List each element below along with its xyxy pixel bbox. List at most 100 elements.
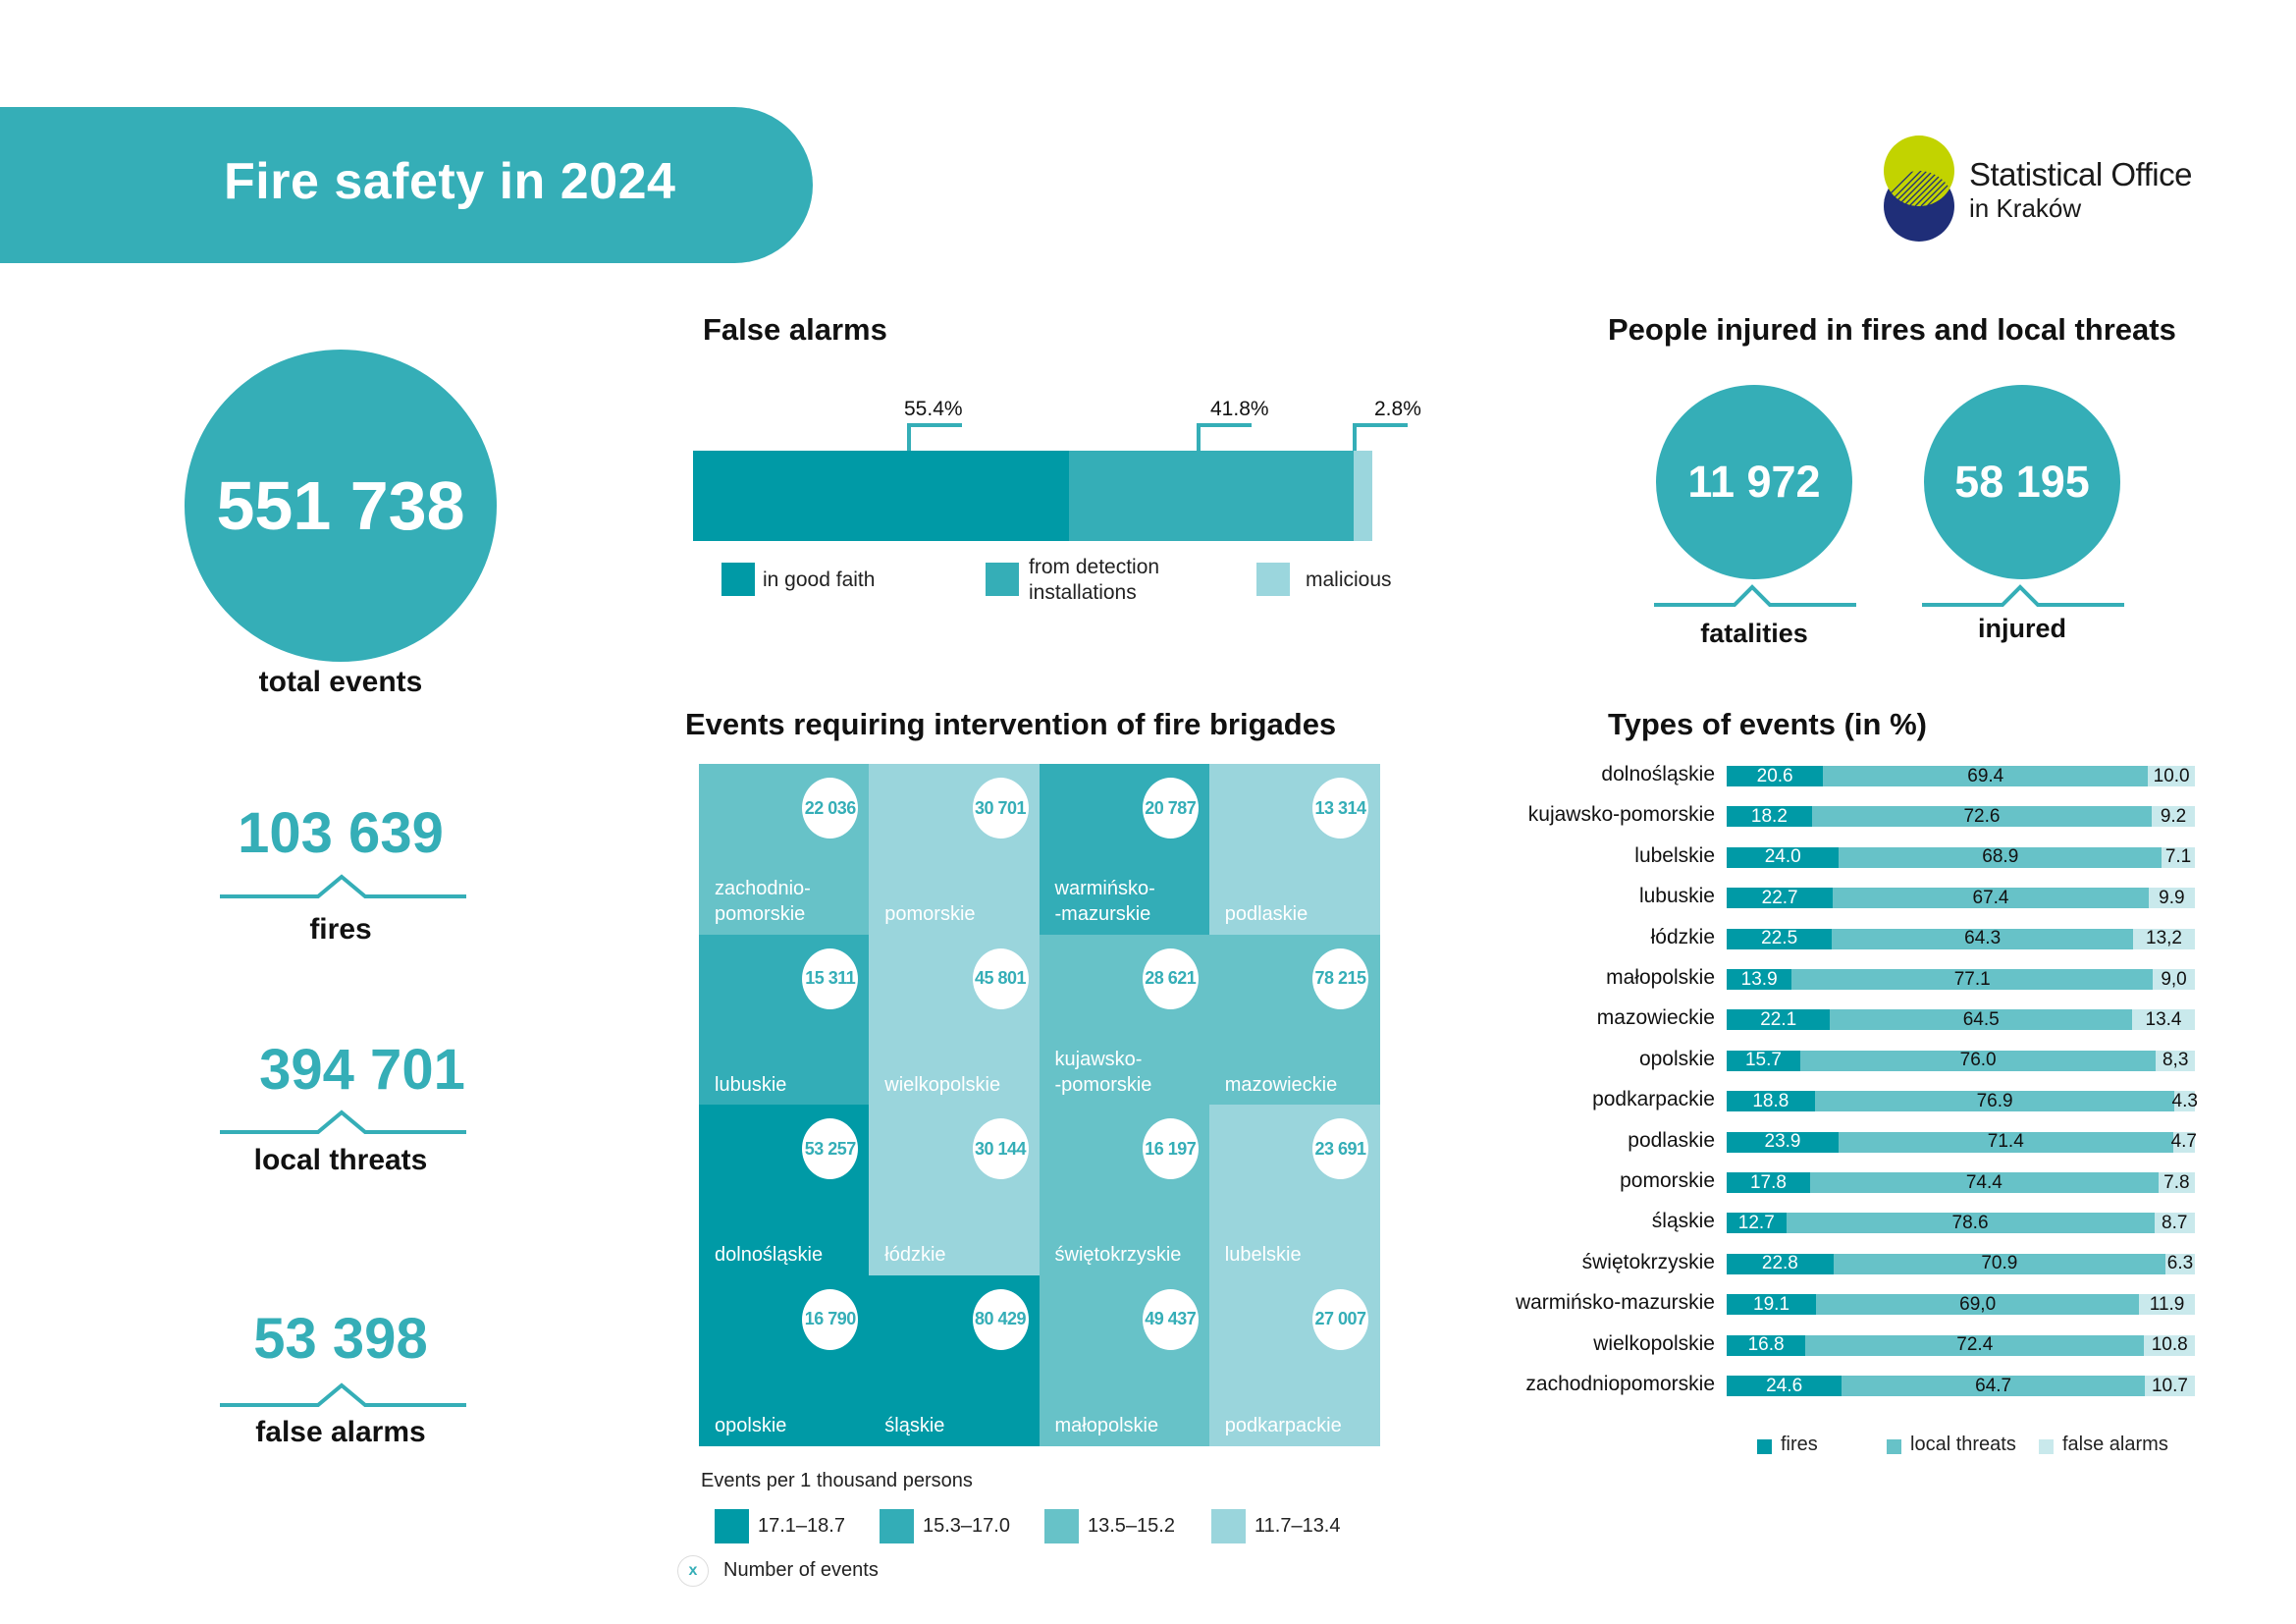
fa-pct-label-0: 55.4% — [904, 398, 963, 420]
types-segment-false-alarms: 10.8 — [2144, 1334, 2195, 1356]
tile-region-name: warmińsko- -mazurskie — [1054, 878, 1155, 925]
types-of-events-title: Types of events (in %) — [1608, 707, 1927, 741]
fires-pointer-line — [220, 874, 466, 898]
types-segment-fires: 12.7 — [1727, 1213, 1787, 1234]
legend-label-in-good-faith: in good faith — [763, 568, 876, 591]
fatalities-pointer-line — [1654, 584, 1856, 607]
injured-value: 58 195 — [1954, 457, 2090, 507]
tile-event-count: 13 314 — [1312, 778, 1368, 839]
page-title: Fire safety in 2024 — [224, 153, 676, 210]
types-segment-local-threats: 77.1 — [1791, 969, 2154, 990]
types-segment-false-alarms: 9,0 — [2153, 969, 2195, 990]
tile-pomorskie: 30 701 pomorskie — [869, 764, 1040, 935]
types-segment-local-threats: 69,0 — [1816, 1294, 2140, 1316]
false-alarms-leader-0 — [907, 423, 962, 452]
types-category-label: lubelskie — [1634, 843, 1715, 867]
types-category-label: lubuskie — [1638, 885, 1715, 908]
tile-mazowieckie: 78 215 mazowieckie — [1208, 934, 1380, 1106]
types-category-label: pomorskie — [1620, 1169, 1715, 1192]
types-segment-fires: 22.7 — [1727, 888, 1834, 909]
types-bar-row: 22.8 70.9 6.3 — [1727, 1253, 2195, 1274]
types-category-label: warmińsko-mazurskie — [1515, 1291, 1715, 1315]
false-alarms-leader-2 — [1353, 423, 1408, 452]
logo-text-line1: Statistical Office — [1969, 156, 2192, 192]
types-legend-label-false-alarms: false alarms — [2062, 1434, 2168, 1455]
title-banner — [0, 107, 813, 263]
tile-legend-swatch-3 — [1211, 1509, 1246, 1543]
types-category-label: małopolskie — [1606, 966, 1715, 989]
types-segment-local-threats: 76.0 — [1799, 1050, 2157, 1071]
tile-opolskie: 16 790 opolskie — [699, 1274, 870, 1446]
false-alarms-segment-0 — [693, 451, 1070, 541]
local-threats-label: local threats — [253, 1144, 428, 1176]
types-bar-row: 19.1 69,0 11.9 — [1727, 1294, 2195, 1316]
tile-region-name: małopolskie — [1054, 1414, 1159, 1436]
types-bar-row: 20.6 69.4 10.0 — [1727, 766, 2195, 786]
types-segment-fires: 23.9 — [1727, 1131, 1839, 1153]
false-alarms-pointer-line — [220, 1382, 466, 1407]
types-segment-local-threats: 68.9 — [1839, 846, 2163, 868]
types-segment-false-alarms: 11.9 — [2139, 1294, 2195, 1316]
legend-swatch-in-good-faith — [721, 563, 755, 596]
types-category-label: dolnośląskie — [1601, 763, 1715, 785]
types-segment-fires: 17.8 — [1727, 1172, 1810, 1193]
types-of-events-chart: dolnośląskie 20.6 69.4 10.0 kujawsko-pomorsk… — [1472, 763, 2218, 1414]
types-bar-row: 22.7 67.4 9.9 — [1727, 888, 2195, 909]
tile-region-name: pomorskie — [884, 903, 976, 925]
tile-podlaskie: 13 314 podlaskie — [1208, 764, 1380, 935]
types-segment-local-threats: 76.9 — [1814, 1091, 2175, 1112]
types-segment-fires: 22.5 — [1727, 928, 1833, 949]
types-segment-false-alarms: 13,2 — [2133, 928, 2195, 949]
injured-label: injured — [1977, 614, 2066, 643]
total-events-label: total events — [258, 666, 423, 698]
tile-legend-swatch-0 — [715, 1509, 749, 1543]
tile-region-name: lubuskie — [715, 1073, 787, 1096]
false-alarms-segment-1 — [1069, 451, 1354, 541]
tile-legend-swatch-2 — [1044, 1509, 1079, 1543]
types-segment-false-alarms: 13.4 — [2132, 1009, 2195, 1031]
fa-pct-label-2: 2.8% — [1374, 398, 1421, 420]
tile-legend-swatch-1 — [880, 1509, 914, 1543]
legend-swatch-malicious — [1256, 563, 1290, 596]
tile-śląskie: 80 429 śląskie — [869, 1274, 1040, 1446]
tile-event-count: 28 621 — [1142, 947, 1199, 1009]
types-segment-false-alarms: 7.8 — [2158, 1172, 2195, 1193]
types-segment-false-alarms: 8,3 — [2156, 1050, 2195, 1071]
legend-swatch-detection — [986, 563, 1019, 596]
tile-event-count: 80 429 — [972, 1288, 1029, 1350]
tile-lubuskie: 15 311 lubuskie — [699, 934, 870, 1106]
tile-zachodniopomorskie: 22 036 zachodnio- pomorskie — [699, 764, 870, 935]
tile-event-count: 78 215 — [1312, 947, 1368, 1009]
false-alarms-leader-lines — [907, 423, 1408, 452]
logo-text-line2: in Kraków — [1969, 193, 2082, 223]
types-bar-row: 16.8 72.4 10.8 — [1727, 1334, 2195, 1356]
types-bar-row: 12.7 78.6 8.7 — [1727, 1213, 2195, 1234]
false-alarms-segment-2 — [1353, 451, 1372, 541]
tile-map-legend-title: Events per 1 thousand persons — [701, 1470, 973, 1491]
types-segment-false-alarms: 4.3 — [2171, 1090, 2198, 1112]
tile-region-name: opolskie — [715, 1414, 787, 1436]
local-threats-pointer-line — [220, 1110, 466, 1134]
types-segment-false-alarms: 9.9 — [2148, 888, 2195, 909]
tile-region-name: dolnośląskie — [715, 1244, 824, 1266]
tile-region-name: lubelskie — [1224, 1244, 1302, 1266]
false-alarms-leader-1 — [1197, 423, 1252, 452]
statistical-office-logo-icon — [1884, 135, 1954, 242]
types-segment-local-threats: 72.6 — [1811, 806, 2153, 828]
types-category-label: łódzkie — [1650, 925, 1715, 948]
types-segment-false-alarms: 4.7 — [2170, 1131, 2197, 1153]
tile-kujawskopomorskie: 28 621 kujawsko- -pomorskie — [1039, 934, 1210, 1106]
fires-value: 103 639 — [238, 801, 444, 865]
tile-legend-label-2: 13.5–15.2 — [1088, 1515, 1175, 1537]
tile-legend-label-1: 15.3–17.0 — [923, 1515, 1010, 1537]
types-legend-label-local-threats: local threats — [1910, 1434, 2016, 1455]
tile-event-count: 30 144 — [972, 1118, 1029, 1179]
tile-event-count: 22 036 — [802, 778, 859, 839]
types-segment-fires: 24.6 — [1727, 1376, 1842, 1396]
tile-region-name: podkarpackie — [1224, 1414, 1342, 1436]
types-category-label: kujawsko-pomorskie — [1527, 803, 1715, 827]
fatalities-label: fatalities — [1700, 619, 1808, 648]
types-segment-fires: 22.8 — [1727, 1253, 1834, 1274]
types-category-label: mazowieckie — [1596, 1006, 1715, 1030]
types-segment-false-alarms: 9.2 — [2152, 806, 2195, 828]
